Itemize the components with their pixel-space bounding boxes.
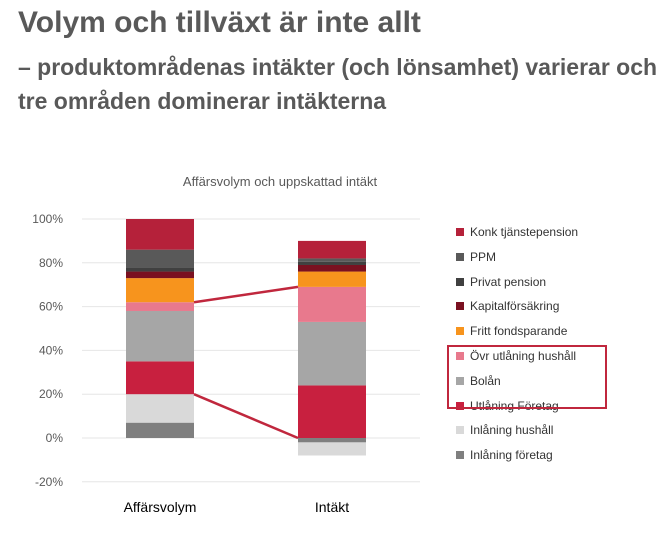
legend-swatch: [456, 277, 464, 286]
legend-label: Bolån: [470, 373, 501, 388]
legend-item: Inlåning företag: [456, 447, 553, 463]
legend-swatch: [456, 327, 464, 336]
legend-swatch: [456, 302, 464, 311]
legend-swatch: [456, 228, 464, 236]
bar-segment: [298, 438, 366, 443]
legend-label: Privat pension: [470, 274, 547, 289]
legend-item: Övr utlåning hushåll: [456, 348, 576, 364]
y-tick-label: -20%: [35, 475, 63, 489]
bar-segment: [126, 310, 194, 362]
bar-segment: [298, 286, 366, 322]
legend-label: Inlåning hushåll: [470, 423, 554, 438]
legend-label: Konk tjänstepension: [470, 225, 579, 239]
chart-title: Affärsvolym och uppskattad intäkt: [182, 174, 378, 189]
page-title: Volym och tillväxt är inte allt: [18, 6, 421, 39]
highlight-connector-top: [193, 285, 299, 304]
y-tick-label: 100%: [32, 212, 63, 226]
y-tick-label: 80%: [39, 256, 63, 270]
y-tick-label: 20%: [39, 387, 63, 401]
legend-label: Inlåning företag: [470, 448, 553, 463]
legend-item: Bolån: [456, 373, 501, 389]
bar-segment: [126, 271, 194, 279]
bar-segment: [126, 361, 194, 395]
bar-segment: [126, 422, 194, 438]
x-tick-label: Intäkt: [315, 499, 349, 515]
bar-segment: [298, 264, 366, 272]
bar-segment: [126, 394, 194, 423]
legend-item: Konk tjänstepension: [456, 224, 578, 240]
bar-segment: [298, 261, 366, 265]
legend-swatch: [456, 376, 464, 385]
bar-segment: [298, 271, 366, 287]
y-tick-label: 0%: [46, 431, 64, 445]
legend-swatch: [456, 401, 464, 410]
legend-item: Fritt fondsparande: [456, 323, 567, 339]
legend-label: Kapitalförsäkring: [470, 299, 560, 314]
legend-swatch: [456, 352, 464, 360]
x-tick-label: Affärsvolym: [124, 499, 197, 515]
bar-segment: [126, 302, 194, 311]
bar-segment: [298, 258, 366, 262]
highlight-connector-bottom: [193, 393, 299, 440]
bar-segment: [126, 278, 194, 303]
legend-highlight-box: [447, 345, 607, 409]
legend-item: Utlåning Företag: [456, 398, 559, 414]
legend-item: Inlåning hushåll: [456, 422, 553, 438]
bar-segment: [298, 385, 366, 438]
legend-item: Kapitalförsäkring: [456, 298, 559, 314]
bar-segment: [126, 219, 194, 250]
bar-segment: [298, 321, 366, 386]
legend-item: PPM: [456, 249, 496, 265]
legend-swatch: [456, 451, 464, 460]
bar-segment: [298, 442, 366, 456]
legend-item: Privat pension: [456, 274, 546, 290]
y-tick-label: 40%: [39, 343, 63, 357]
bar-segment: [126, 267, 194, 272]
legend-swatch: [456, 426, 464, 435]
legend-label: Fritt fondsparande: [470, 324, 568, 339]
legend-label: Utlåning Företag: [470, 398, 559, 413]
y-tick-label: 60%: [39, 300, 63, 314]
legend-swatch: [456, 252, 464, 261]
bar-segment: [126, 249, 194, 268]
legend-label: PPM: [470, 249, 497, 264]
page-subtitle: – produktområdenas intäkter (och lönsamh…: [18, 54, 658, 114]
bar-segment: [298, 240, 366, 259]
legend-label: Övr utlåning hushåll: [470, 349, 577, 363]
